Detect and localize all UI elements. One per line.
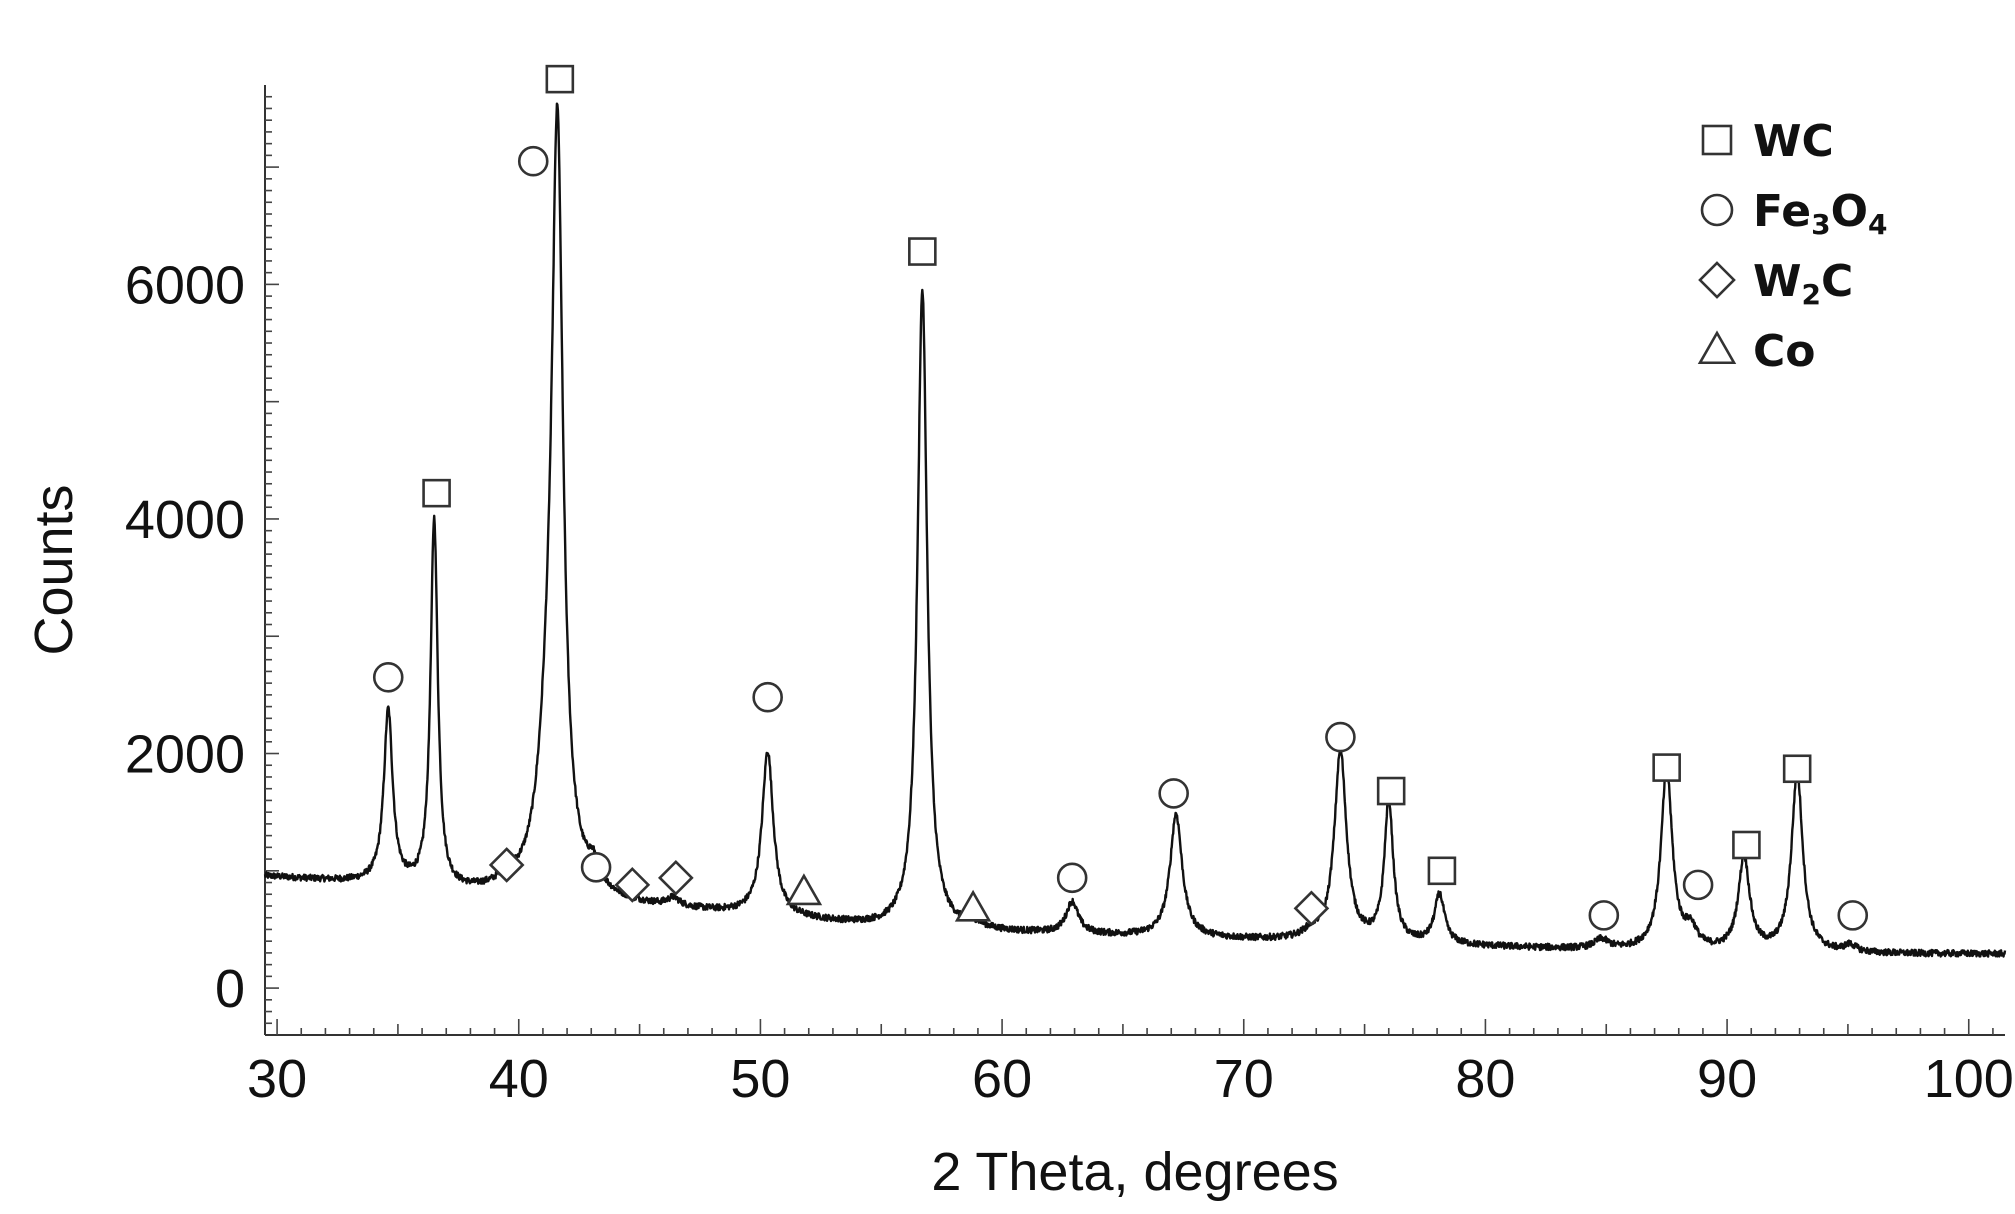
diffraction-trace (263, 102, 2007, 958)
y-tick-label: 2000 (125, 725, 245, 785)
triangle-marker (785, 873, 823, 906)
legend-item: Co (1697, 326, 1816, 377)
circle-marker (1325, 721, 1356, 753)
x-tick-label: 50 (730, 1049, 790, 1109)
circle-marker (1837, 900, 1869, 931)
x-tick-label: 100 (1924, 1049, 2014, 1109)
x-axis-label: 2 Theta, degrees (931, 1142, 1338, 1202)
circle-marker (372, 661, 404, 693)
legend-label: W2C (1753, 256, 1853, 311)
square-marker (1782, 754, 1812, 784)
circle-marker (1056, 862, 1088, 894)
legend-diamond-icon (1698, 261, 1736, 299)
square-marker (908, 237, 937, 266)
diamond-marker (1293, 890, 1330, 927)
circle-marker (752, 681, 783, 713)
square-marker (1732, 830, 1761, 860)
x-tick-label: 60 (972, 1049, 1032, 1109)
circle-marker (580, 851, 612, 883)
axes (264, 85, 2005, 1036)
legend: WC Fe3O4 W2C Co (1697, 116, 1888, 377)
legend-label: WC (1753, 116, 1834, 167)
legend-item: WC (1701, 116, 1834, 167)
square-marker (1376, 776, 1406, 806)
y-axis-label: Counts (24, 484, 84, 655)
legend-label: Fe3O4 (1753, 186, 1888, 241)
legend-item: Fe3O4 (1700, 186, 1888, 241)
y-tick-label: 0 (215, 959, 245, 1019)
triangle-marker (954, 889, 992, 922)
legend-item: W2C (1698, 256, 1853, 311)
circle-marker (1158, 778, 1189, 809)
square-marker (422, 478, 451, 508)
x-tick-label: 70 (1214, 1049, 1274, 1109)
diamond-marker (614, 867, 651, 903)
square-marker (1427, 856, 1457, 886)
diamond-marker (657, 860, 694, 896)
circle-marker (1682, 869, 1714, 901)
circle-marker (517, 145, 549, 177)
y-tick-label: 4000 (125, 490, 245, 550)
x-tick-label: 80 (1455, 1049, 1515, 1109)
legend-square-icon (1701, 124, 1733, 156)
x-tick-label: 90 (1697, 1049, 1757, 1109)
square-marker (545, 64, 575, 94)
phase-markers (372, 64, 1869, 931)
y-tick-label: 6000 (125, 255, 245, 315)
x-ticks: 30 40 50 60 70 80 90 100 (247, 1019, 2014, 1109)
x-tick-label: 30 (247, 1049, 307, 1109)
legend-circle-icon (1700, 193, 1734, 227)
circle-marker (1588, 900, 1620, 931)
square-marker (1652, 753, 1681, 782)
legend-triangle-icon (1697, 330, 1737, 365)
y-ticks: 0 2000 4000 6000 (125, 95, 279, 1025)
legend-label: Co (1753, 326, 1816, 377)
x-tick-label: 40 (489, 1049, 549, 1109)
diamond-marker (488, 847, 525, 883)
